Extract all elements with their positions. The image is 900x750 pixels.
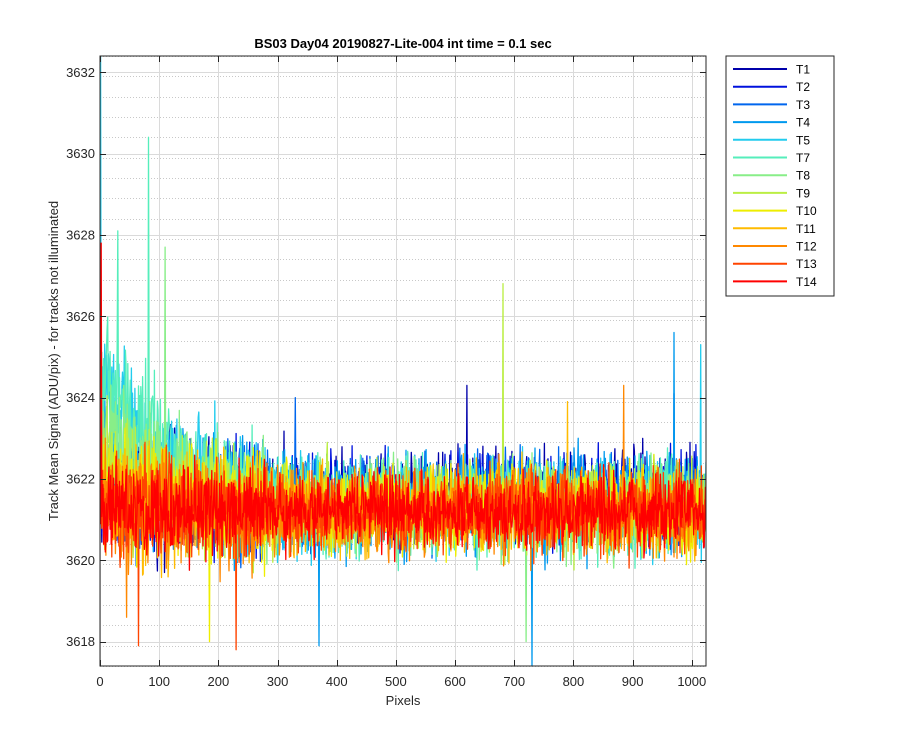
y-tick-label: 3620 — [66, 553, 95, 568]
x-tick-label: 100 — [148, 674, 170, 689]
plot-frame — [99, 55, 707, 667]
grid — [100, 56, 706, 667]
legend-label-t5: T5 — [796, 133, 810, 147]
x-tick-label: 600 — [444, 674, 466, 689]
legend-label-t4: T4 — [796, 116, 810, 130]
x-tick-label: 800 — [563, 674, 585, 689]
legend-label-t9: T9 — [796, 186, 810, 200]
legend-label-t8: T8 — [796, 169, 810, 183]
x-axis-label: Pixels — [386, 693, 421, 708]
y-tick-label: 3632 — [66, 65, 95, 80]
axis-ticks: 0 100 200 300 400 500 600 700 800 900 1000 3618 3620… — [66, 56, 706, 689]
y-tick-label: 3618 — [66, 634, 95, 649]
legend-label-t3: T3 — [796, 98, 810, 112]
legend-label-t2: T2 — [796, 80, 810, 94]
y-tick-label: 3626 — [66, 309, 95, 324]
x-tick-label: 700 — [503, 674, 525, 689]
legend-label-t14: T14 — [796, 275, 817, 289]
x-tick-label: 1000 — [677, 674, 706, 689]
legend-label-t12: T12 — [796, 240, 817, 254]
legend-label-t13: T13 — [796, 257, 817, 271]
y-tick-label: 3630 — [66, 146, 95, 161]
series-layer — [100, 56, 706, 666]
x-tick-label: 0 — [96, 674, 103, 689]
y-tick-label: 3624 — [66, 390, 95, 405]
legend-label-t1: T1 — [796, 63, 810, 77]
legend-label-t11: T11 — [796, 222, 816, 236]
x-tick-label: 900 — [622, 674, 644, 689]
x-tick-label: 300 — [267, 674, 289, 689]
x-tick-label: 500 — [385, 674, 407, 689]
x-tick-label: 200 — [208, 674, 230, 689]
y-tick-label: 3628 — [66, 227, 95, 242]
x-tick-label: 400 — [326, 674, 348, 689]
series-line-t14 — [100, 242, 706, 571]
legend-label-t10: T10 — [796, 204, 817, 218]
legend-label-t7: T7 — [796, 151, 810, 165]
chart-title: BS03 Day04 20190827-Lite-004 int time = … — [254, 36, 551, 51]
y-tick-label: 3622 — [66, 471, 95, 486]
legend: T1 T2 T3 T4 T5 T7 T8 T9 T10 T11 T12 T13 T14 — [725, 55, 835, 297]
y-axis-label: Track Mean Signal (ADU/pix) - for tracks… — [46, 201, 61, 521]
